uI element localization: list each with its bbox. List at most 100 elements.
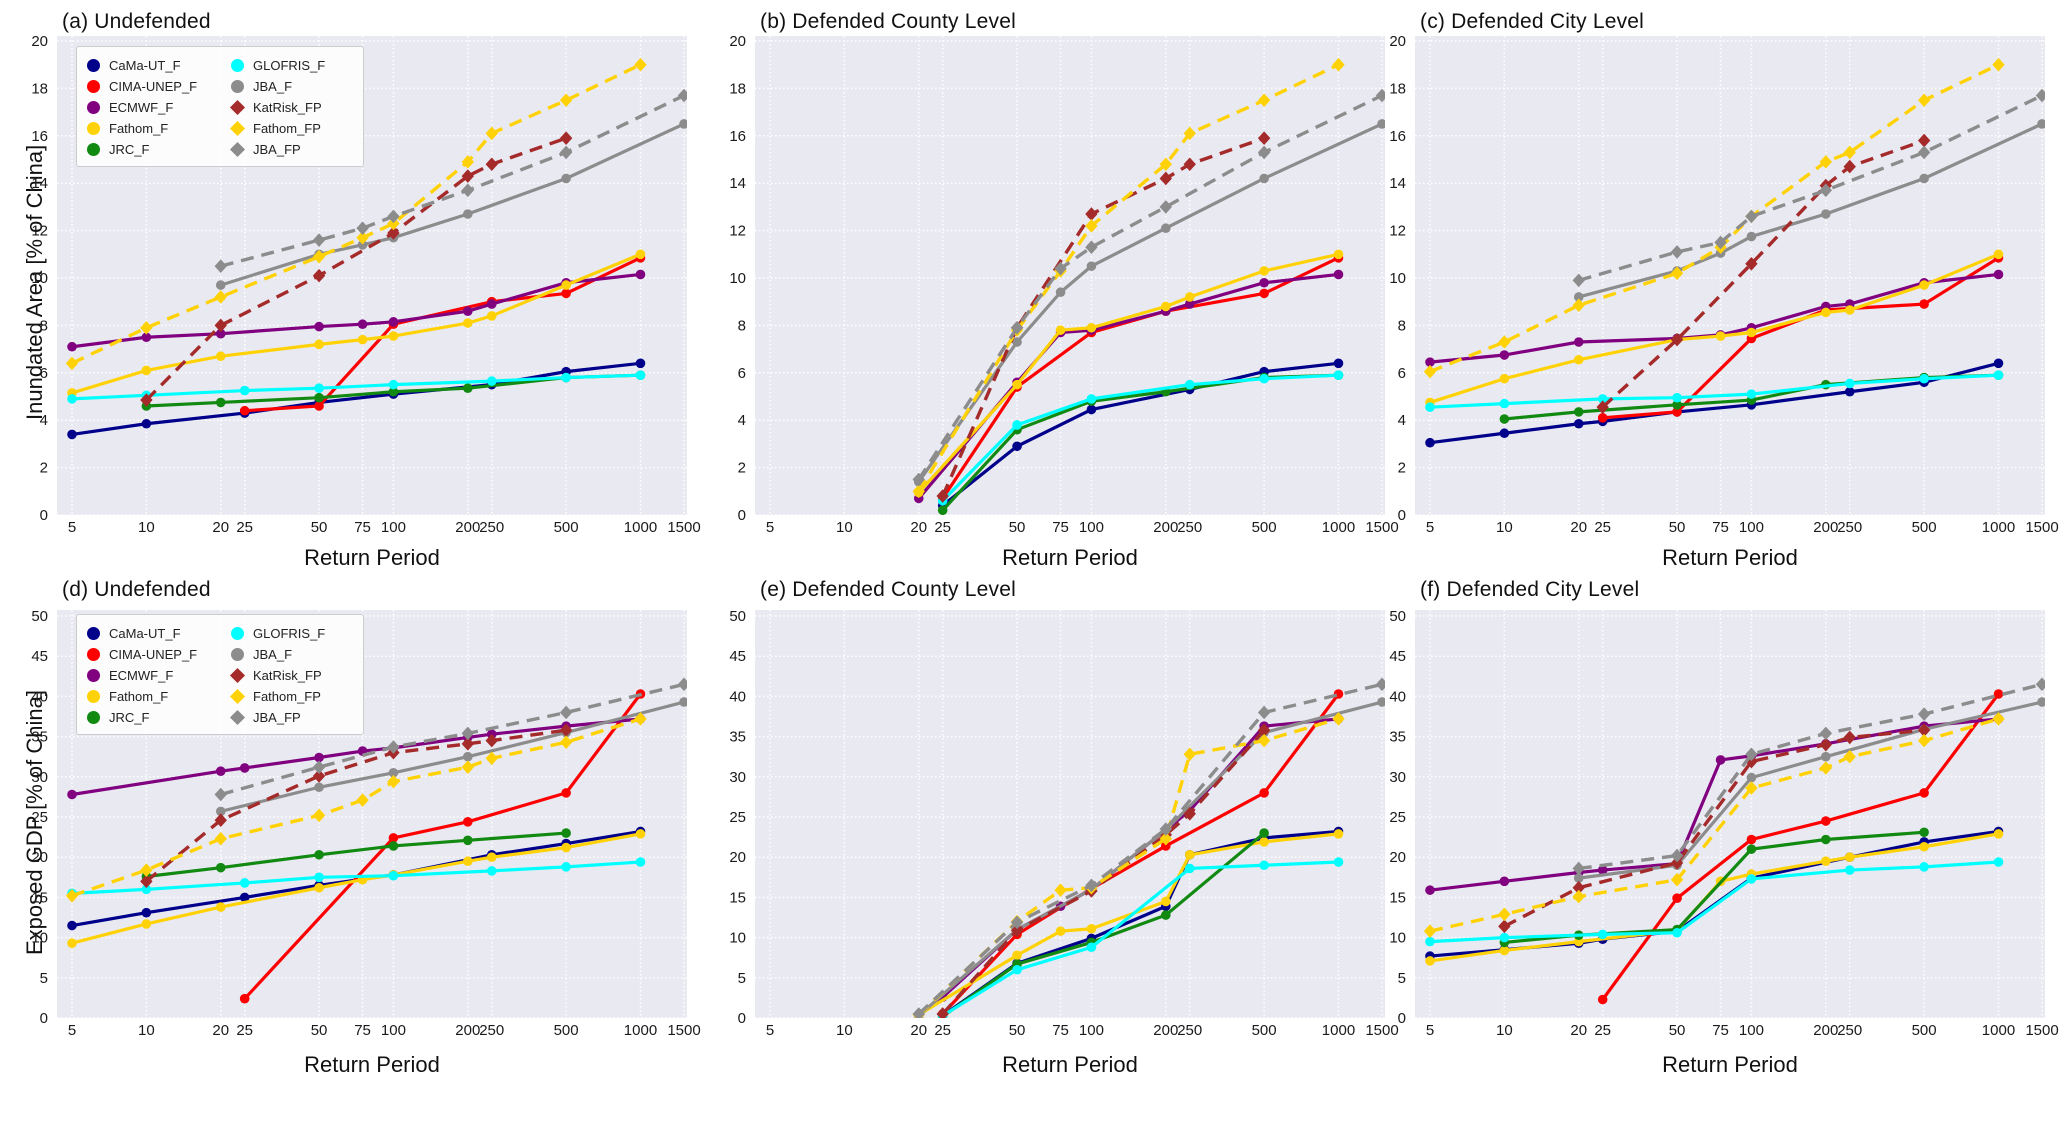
data-point-diamond — [356, 221, 369, 236]
svg-text:0: 0 — [1398, 1010, 1406, 1027]
data-point-circle — [635, 249, 646, 260]
data-point-circle — [1573, 292, 1584, 302]
svg-text:5: 5 — [1398, 970, 1406, 987]
svg-text:500: 500 — [1252, 519, 1277, 536]
data-point-diamond — [1670, 872, 1684, 887]
data-point-diamond — [1257, 145, 1271, 160]
data-point-circle — [1919, 173, 1929, 184]
data-point-diamond — [214, 831, 227, 846]
data-point-diamond — [1423, 924, 1437, 938]
data-point-circle — [314, 752, 324, 763]
svg-text:20: 20 — [1570, 519, 1587, 536]
svg-text:6: 6 — [40, 365, 48, 382]
legend-item-Fathom_F: Fathom_F — [87, 686, 205, 707]
data-point-diamond — [1819, 183, 1833, 198]
CaMa-UT_F-circle-icon — [87, 59, 100, 72]
svg-text:250: 250 — [1177, 1022, 1202, 1039]
svg-text:500: 500 — [1912, 1022, 1937, 1039]
data-point-diamond — [1572, 889, 1585, 904]
svg-text:50: 50 — [1009, 519, 1026, 536]
legend-label: CaMa-UT_F — [109, 626, 181, 641]
data-point-diamond — [1183, 747, 1196, 762]
data-point-circle — [239, 405, 250, 416]
data-point-circle — [1259, 828, 1269, 838]
data-point-circle — [1012, 420, 1022, 430]
svg-text:1500: 1500 — [2025, 1022, 2058, 1039]
series-CIMA-UNEP_F — [1597, 689, 2004, 1005]
data-point-circle — [1333, 358, 1344, 369]
svg-text:5: 5 — [766, 1022, 774, 1039]
legend-label: Fathom_F — [109, 121, 169, 136]
series-group — [65, 57, 687, 440]
data-point-circle — [67, 789, 77, 800]
data-point-circle — [1012, 950, 1022, 961]
svg-text:500: 500 — [554, 1022, 579, 1039]
series-KatRisk_FP — [140, 131, 573, 407]
svg-text:25: 25 — [934, 519, 951, 536]
svg-text:10: 10 — [138, 519, 155, 536]
data-point-circle — [1499, 945, 1510, 956]
data-point-circle — [239, 763, 250, 773]
plot-background — [1415, 36, 2045, 515]
data-point-circle — [314, 392, 324, 403]
svg-text:75: 75 — [354, 519, 371, 536]
data-point-circle — [1259, 860, 1269, 871]
data-point-circle — [1672, 407, 1682, 417]
data-point-diamond — [312, 808, 326, 823]
legend-item-GLOFRIS_F: GLOFRIS_F — [231, 55, 349, 76]
data-point-diamond — [1992, 712, 2005, 726]
svg-text:25: 25 — [934, 1022, 951, 1039]
data-point-circle — [1086, 404, 1097, 415]
svg-text:100: 100 — [1079, 519, 1104, 536]
data-point-circle — [1259, 173, 1269, 184]
svg-text:25: 25 — [31, 809, 48, 826]
data-point-diamond — [1819, 726, 1833, 741]
data-point-circle — [215, 862, 226, 873]
x-axis-label-a: Return Period — [304, 545, 440, 570]
svg-text:10: 10 — [31, 270, 48, 287]
svg-text:20: 20 — [729, 33, 746, 50]
legend-label: CIMA-UNEP_F — [109, 79, 198, 94]
svg-text:1000: 1000 — [1982, 1022, 2015, 1039]
svg-text:18: 18 — [1389, 80, 1406, 97]
series-JBA_FP — [214, 88, 687, 273]
data-point-circle — [215, 397, 226, 408]
svg-text:75: 75 — [354, 1022, 371, 1039]
svg-text:100: 100 — [1739, 1022, 1764, 1039]
legend-item-CIMA-UNEP_F: CIMA-UNEP_F — [87, 76, 205, 97]
svg-text:10: 10 — [138, 1022, 155, 1039]
JBA_F-circle-icon — [231, 80, 244, 93]
gridlines — [1415, 610, 2045, 1019]
data-point-diamond — [1159, 157, 1173, 172]
svg-text:25: 25 — [729, 809, 746, 826]
legend-label: KatRisk_FP — [253, 100, 322, 115]
svg-text:40: 40 — [1389, 688, 1406, 705]
data-point-circle — [388, 317, 399, 327]
data-point-circle — [1746, 389, 1757, 399]
data-point-circle — [1499, 876, 1510, 887]
series-Fathom_FP — [65, 712, 647, 903]
data-point-diamond — [312, 268, 326, 283]
svg-text:5: 5 — [68, 519, 76, 536]
gridlines — [755, 36, 1385, 516]
legend-item-JBA_F: JBA_F — [231, 644, 349, 665]
svg-text:10: 10 — [836, 519, 853, 536]
series-Fathom_FP — [65, 57, 647, 371]
svg-text:50: 50 — [1009, 1022, 1026, 1039]
svg-text:200: 200 — [1813, 1022, 1838, 1039]
svg-text:30: 30 — [729, 769, 746, 786]
series-Fathom_FP — [1423, 712, 2005, 938]
data-point-circle — [388, 833, 399, 843]
data-point-circle — [388, 870, 399, 881]
svg-text:12: 12 — [729, 223, 746, 240]
data-point-diamond — [312, 769, 326, 783]
data-point-circle — [141, 884, 152, 895]
data-point-circle — [1844, 378, 1855, 389]
svg-text:15: 15 — [31, 889, 48, 906]
data-point-circle — [1919, 862, 1929, 872]
